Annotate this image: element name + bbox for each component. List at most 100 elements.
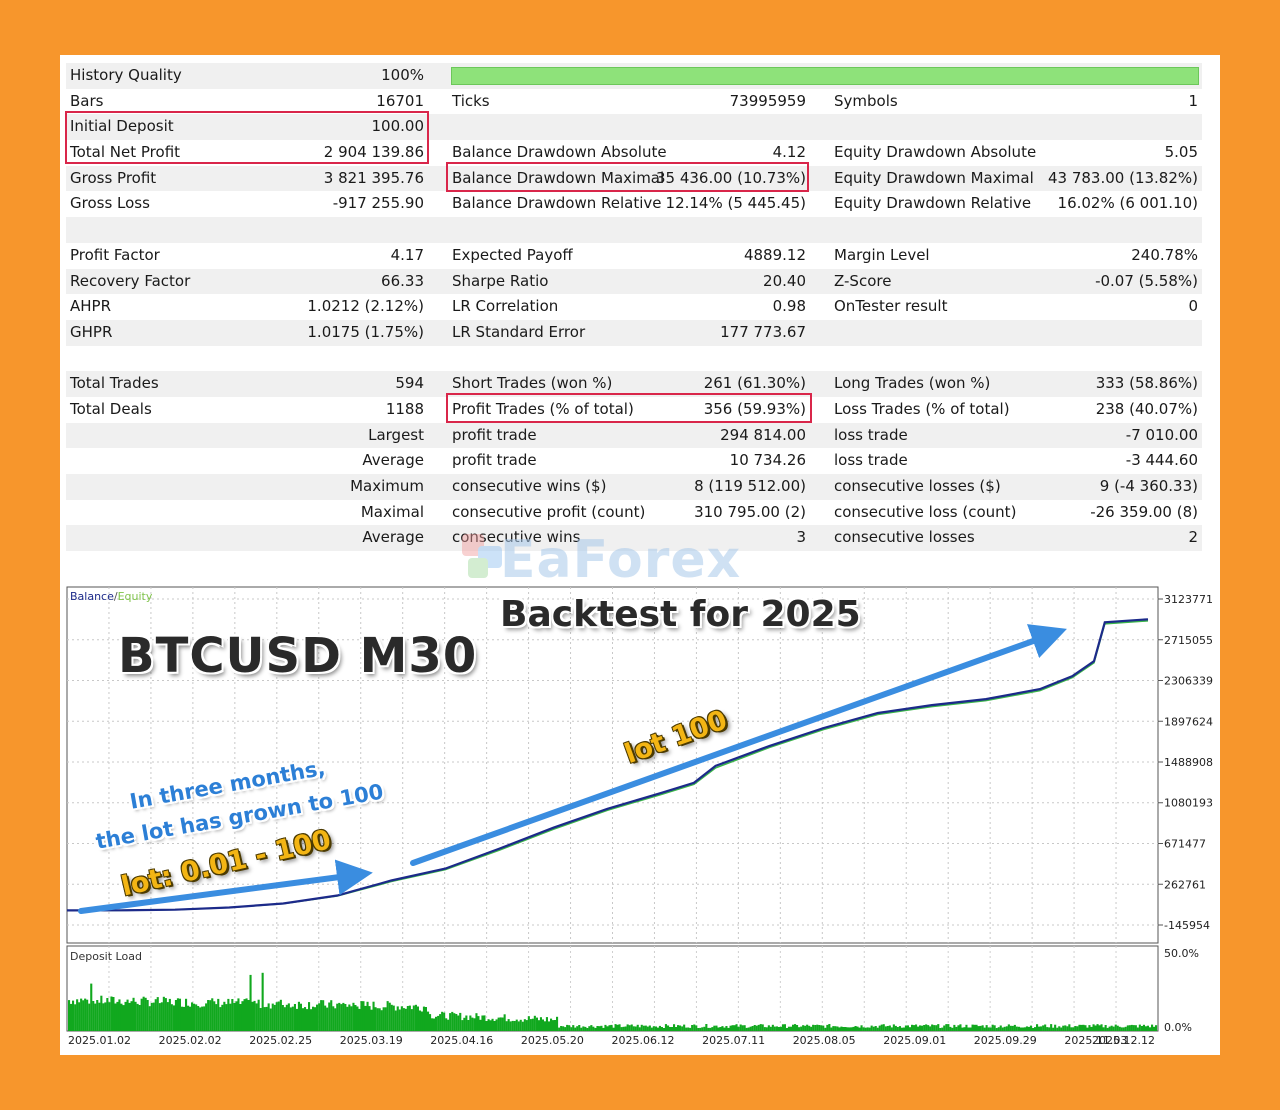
stat-label: Gross Profit [70,168,157,187]
deposit-load-bar [864,1027,867,1031]
deposit-load-bar [584,1026,587,1031]
deposit-load-bar [533,1015,536,1031]
deposit-load-bar [237,998,240,1031]
stat-value: 73995959 [729,91,806,110]
deposit-load-bar [404,1008,407,1031]
deposit-load-bar [297,1001,300,1031]
deposit-load-bar [324,1005,327,1031]
deposit-load-bar [433,1018,436,1031]
deposit-load-bar [947,1024,950,1031]
stat-label: Balance Drawdown Absolute [452,143,667,162]
deposit-load-bar [963,1027,966,1031]
legend-equity: Equity [118,590,153,603]
deposit-load-bar [275,1002,278,1031]
deposit-load-bar [911,1024,914,1031]
deposit-load-bar [548,1021,551,1031]
stat-value: 294 814.00 [720,425,806,444]
deposit-load-title: Deposit Load [70,950,142,963]
stat-label: consecutive wins ($) [452,477,607,495]
deposit-load-bar [683,1024,686,1031]
deposit-load-bar [485,1021,488,1031]
stat-label: Recovery Factor [70,271,191,290]
stat-value: 100.00 [371,117,425,136]
deposit-load-bar [812,1024,815,1031]
stat-value: -0.07 (5.58%) [1095,271,1198,290]
stat-value: 16.02% (6 001.10) [1057,194,1198,213]
report-row: AHPR 1.0212 (2.12%) LR Correlation 0.98 OnTe… [66,294,1202,320]
deposit-load-bar [771,1024,774,1031]
deposit-load-bar [763,1027,766,1031]
deposit-load-bar [505,1021,508,1031]
deposit-load-bar [420,1011,423,1031]
y-tick-label: 671477 [1164,838,1206,851]
deposit-load-bar [259,1008,262,1031]
deposit-load-bar [711,1027,714,1031]
arrow-lot-growth [78,859,373,914]
stat-label: Total Net Profit [70,143,181,162]
deposit-load-bar [572,1025,575,1031]
y-tick-label: 3123771 [1164,593,1213,606]
deposit-load-bar [160,1002,163,1031]
deposit-load-bar [900,1027,903,1031]
deposit-load-bar [197,1006,200,1031]
deposit-load-bar [904,1025,907,1031]
deposit-load-bar [852,1026,855,1031]
deposit-load-bar [118,999,121,1031]
deposit-load-bar [535,1017,538,1031]
deposit-load-bar [709,1027,712,1031]
deposit-load-bar [513,1021,516,1031]
stat-value: 310 795.00 (2) [694,502,806,521]
deposit-load-bar [781,1024,784,1031]
deposit-load-bar [796,1025,799,1031]
report-row: Largest profit trade 294 814.00 loss trade -… [66,422,1202,449]
deposit-load-bar [699,1027,702,1031]
deposit-load-bar [765,1027,768,1031]
deposit-load-bar [909,1027,912,1031]
deposit-load-bar [1042,1025,1045,1031]
deposit-load-bar [550,1018,553,1031]
x-tick-label: 2025.02.25 [249,1034,312,1047]
deposit-load-bar [1134,1025,1137,1031]
deposit-load-bar [636,1024,639,1031]
stat-label: Bars [70,91,104,110]
report-row: Initial Deposit 100.00 [66,114,1202,141]
deposit-load-bar [576,1026,579,1031]
deposit-load-bar [1146,1025,1149,1031]
deposit-load-bar [685,1027,688,1031]
deposit-load-bar [90,983,93,1031]
deposit-load-bar [832,1026,835,1031]
report-row: History Quality 100% [66,63,1202,89]
deposit-load-bar [689,1027,692,1031]
deposit-load-bar [957,1025,960,1031]
deposit-load-bar [354,1005,357,1031]
deposit-load-bar [346,1006,349,1031]
deposit-load-bar [995,1028,998,1031]
deposit-load-bar [283,1007,286,1031]
deposit-load-bar [818,1025,821,1031]
deposit-load-bar [806,1024,809,1031]
stat-label: Equity Drawdown Maximal [834,168,1034,187]
deposit-load-bar [72,1000,75,1031]
deposit-load-bar [225,1004,228,1031]
stat-label: AHPR [70,297,112,316]
deposit-load-bar [739,1024,742,1031]
deposit-load-bar [422,1006,425,1031]
stat-label: Expected Payoff [452,245,573,264]
deposit-load-bar [152,1002,155,1031]
deposit-load-bar [981,1025,984,1031]
deposit-load-bar [170,1004,173,1031]
deposit-load-bar [842,1027,845,1031]
deposit-load-bar [257,999,260,1031]
deposit-load-bar [267,1003,270,1031]
deposit-load-bar [166,1002,169,1031]
stat-label: loss trade [834,425,908,444]
stat-label: consecutive losses ($) [834,477,1001,495]
deposit-load-bar [923,1025,926,1031]
deposit-load-bar [336,1003,339,1031]
deposit-load-bar [350,1006,353,1031]
deposit-load-bar [838,1027,841,1031]
deposit-load-bar [808,1025,811,1031]
deposit-load-bar [602,1027,605,1031]
deposit-load-bar [138,1005,141,1031]
y-tick-label: 262761 [1164,878,1206,891]
